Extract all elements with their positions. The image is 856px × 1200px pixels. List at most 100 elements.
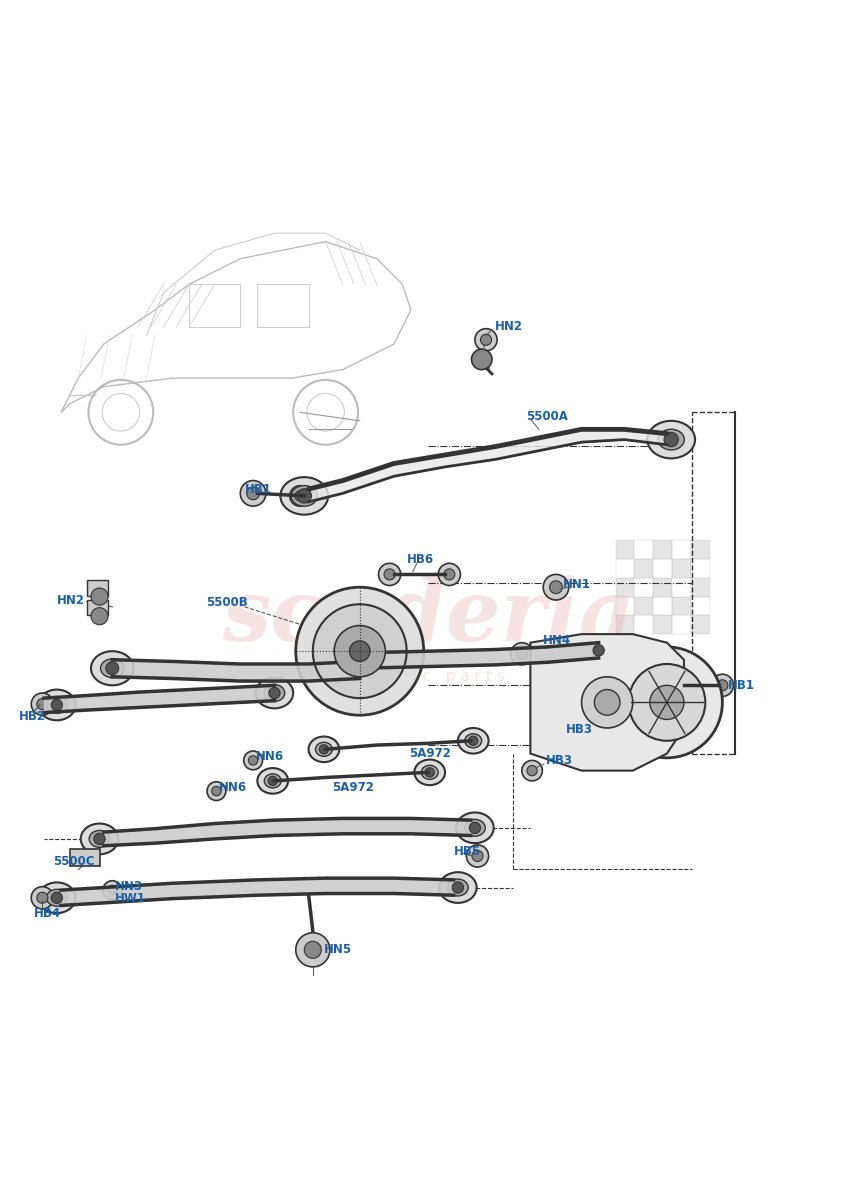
Bar: [653, 578, 672, 596]
Bar: [672, 559, 691, 578]
Bar: [634, 596, 653, 616]
Circle shape: [349, 641, 370, 661]
Ellipse shape: [265, 774, 281, 788]
Ellipse shape: [291, 486, 318, 506]
Ellipse shape: [46, 889, 67, 906]
Circle shape: [716, 679, 728, 691]
Ellipse shape: [588, 642, 609, 659]
Bar: [672, 616, 691, 634]
Bar: [634, 559, 653, 578]
Ellipse shape: [349, 661, 370, 678]
Bar: [691, 616, 710, 634]
Ellipse shape: [448, 880, 468, 896]
Circle shape: [452, 882, 463, 893]
Bar: [653, 616, 672, 634]
Circle shape: [425, 768, 434, 776]
Bar: [653, 596, 672, 616]
Ellipse shape: [458, 728, 489, 754]
Bar: [634, 616, 653, 634]
Bar: [653, 559, 672, 578]
Ellipse shape: [316, 743, 332, 756]
Circle shape: [443, 569, 455, 580]
Circle shape: [384, 569, 395, 580]
Bar: [691, 596, 710, 616]
Bar: [86, 600, 108, 616]
Circle shape: [37, 893, 48, 904]
Circle shape: [268, 776, 277, 786]
Ellipse shape: [341, 655, 378, 685]
Ellipse shape: [439, 872, 477, 902]
Circle shape: [354, 665, 366, 676]
Bar: [653, 540, 672, 559]
Text: HB5: HB5: [454, 845, 481, 858]
Bar: [615, 616, 634, 634]
Circle shape: [108, 886, 117, 895]
Bar: [69, 850, 99, 866]
Ellipse shape: [580, 635, 617, 666]
Text: c l a s s i c   p a r t s: c l a s s i c p a r t s: [351, 670, 505, 684]
Circle shape: [550, 736, 560, 746]
Circle shape: [94, 833, 105, 845]
Text: HN4: HN4: [544, 635, 571, 648]
Circle shape: [550, 581, 562, 594]
Ellipse shape: [456, 812, 494, 844]
Circle shape: [472, 349, 492, 370]
Text: HB6: HB6: [407, 552, 434, 565]
Text: 5500A: 5500A: [526, 410, 568, 424]
Circle shape: [378, 563, 401, 586]
Ellipse shape: [465, 733, 482, 748]
Bar: [691, 578, 710, 596]
Circle shape: [650, 685, 684, 720]
Circle shape: [544, 731, 564, 751]
Circle shape: [334, 625, 385, 677]
Circle shape: [51, 700, 62, 710]
Circle shape: [467, 845, 489, 868]
Circle shape: [511, 643, 533, 665]
Ellipse shape: [38, 882, 75, 913]
Circle shape: [516, 648, 527, 659]
Circle shape: [37, 698, 48, 709]
Text: HN6: HN6: [219, 781, 247, 794]
Ellipse shape: [38, 690, 75, 720]
Circle shape: [296, 932, 330, 967]
Text: 5500B: 5500B: [206, 596, 248, 610]
Ellipse shape: [91, 652, 134, 685]
Circle shape: [91, 607, 108, 625]
Circle shape: [304, 941, 321, 959]
Circle shape: [527, 766, 538, 775]
Ellipse shape: [258, 768, 288, 793]
Ellipse shape: [414, 760, 445, 785]
Bar: [691, 540, 710, 559]
Bar: [615, 578, 634, 596]
Text: HB3: HB3: [546, 754, 573, 767]
Text: HN2: HN2: [56, 594, 85, 606]
Text: HB1: HB1: [728, 679, 755, 692]
Bar: [615, 540, 634, 559]
Circle shape: [211, 786, 221, 796]
Bar: [634, 578, 653, 596]
Circle shape: [32, 887, 53, 908]
Circle shape: [593, 644, 604, 656]
Circle shape: [51, 892, 62, 904]
Circle shape: [594, 690, 620, 715]
Circle shape: [241, 480, 266, 506]
Ellipse shape: [465, 820, 485, 836]
Text: 5500C: 5500C: [52, 856, 94, 869]
Ellipse shape: [89, 830, 110, 847]
Text: HB4: HB4: [33, 907, 61, 919]
Circle shape: [312, 605, 407, 698]
Bar: [615, 596, 634, 616]
Circle shape: [297, 488, 312, 503]
Text: HB3: HB3: [566, 724, 593, 736]
Text: HW1: HW1: [115, 892, 146, 905]
Text: HN6: HN6: [256, 750, 284, 763]
Ellipse shape: [647, 421, 695, 458]
Circle shape: [91, 588, 108, 605]
Ellipse shape: [265, 684, 285, 702]
Ellipse shape: [46, 696, 67, 713]
Bar: [672, 578, 691, 596]
Bar: [86, 581, 108, 595]
Bar: [672, 540, 691, 559]
Text: 5A972: 5A972: [332, 781, 374, 794]
Text: HN3: HN3: [115, 880, 143, 893]
